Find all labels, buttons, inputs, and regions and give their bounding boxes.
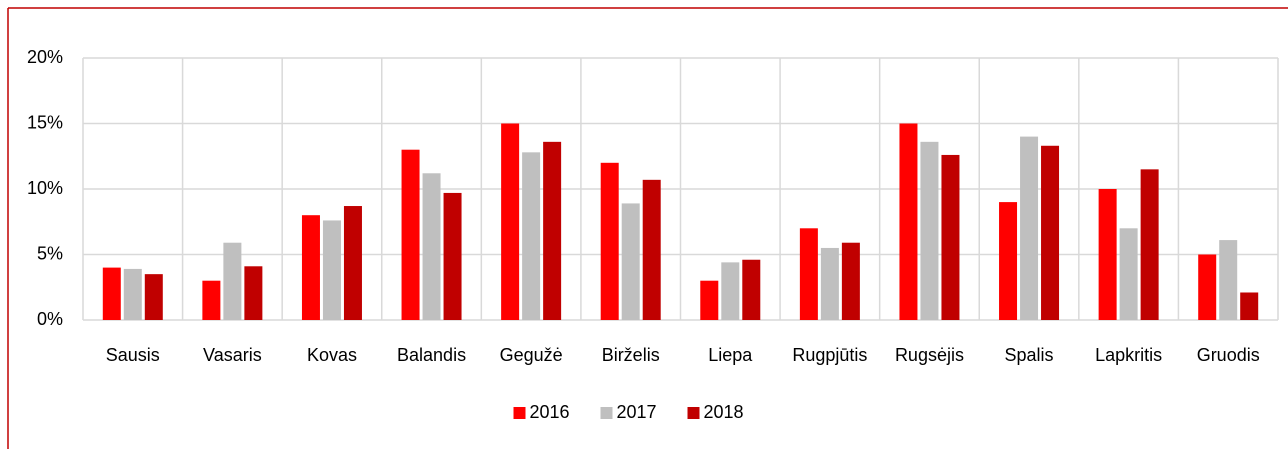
x-tick-label: Gegužė: [500, 345, 563, 365]
legend-swatch: [687, 407, 700, 419]
x-tick-label: Vasaris: [203, 345, 262, 365]
x-tick-label: Balandis: [397, 345, 466, 365]
legend-swatch: [513, 407, 526, 419]
bar: [621, 203, 640, 320]
bar: [522, 152, 541, 320]
bar: [700, 280, 719, 320]
x-tick-label: Rugsėjis: [895, 345, 964, 365]
bar: [401, 149, 420, 320]
legend-label: 2016: [530, 402, 570, 422]
x-tick-label: Rugpjūtis: [792, 345, 867, 365]
bar: [742, 259, 761, 320]
y-tick-label: 0%: [37, 309, 63, 329]
bar: [899, 123, 918, 320]
bar: [799, 228, 818, 320]
bar: [1020, 136, 1039, 320]
bar: [202, 280, 221, 320]
bar: [999, 202, 1018, 320]
bar: [343, 206, 362, 320]
bar: [123, 268, 142, 320]
bar: [144, 274, 163, 320]
bar: [223, 242, 242, 320]
x-tick-label: Spalis: [1005, 345, 1054, 365]
bar: [1198, 254, 1217, 320]
x-tick-label: Kovas: [307, 345, 357, 365]
legend-swatch: [600, 407, 613, 419]
bar: [322, 220, 341, 320]
bar: [543, 141, 562, 320]
bar: [1140, 169, 1159, 320]
bar: [1119, 228, 1138, 320]
bar: [600, 162, 619, 320]
bar: [1098, 189, 1117, 320]
y-tick-label: 5%: [37, 243, 63, 263]
y-tick-label: 15%: [27, 112, 63, 132]
x-tick-label: Lapkritis: [1095, 345, 1162, 365]
bar: [841, 242, 860, 320]
bar: [301, 215, 320, 320]
bar: [1041, 145, 1060, 320]
x-tick-label: Liepa: [708, 345, 753, 365]
legend-label: 2018: [704, 402, 744, 422]
bar: [1219, 240, 1238, 320]
bar: [820, 247, 839, 320]
bar: [501, 123, 520, 320]
legend-label: 2017: [617, 402, 657, 422]
x-tick-label: Birželis: [602, 345, 660, 365]
x-tick-label: Gruodis: [1197, 345, 1260, 365]
bar: [642, 179, 661, 320]
bar: [244, 266, 263, 320]
bar: [102, 267, 121, 320]
bar: [941, 154, 960, 320]
x-tick-label: Sausis: [106, 345, 160, 365]
bar: [422, 173, 441, 320]
bar: [443, 192, 462, 320]
bar: [920, 141, 939, 320]
bar: [1240, 292, 1259, 320]
bar: [721, 262, 740, 320]
y-tick-label: 10%: [27, 178, 63, 198]
y-tick-label: 20%: [27, 47, 63, 67]
